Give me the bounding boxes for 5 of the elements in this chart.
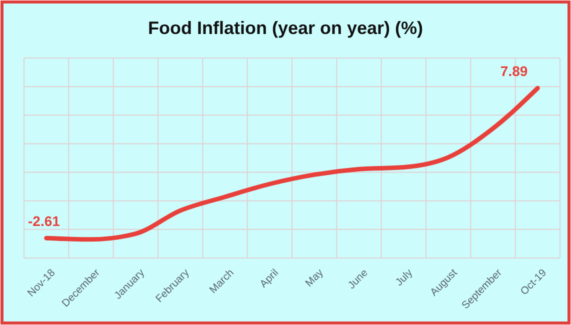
data-label: -2.61 <box>28 213 60 230</box>
x-tick-label: July <box>393 266 416 289</box>
x-tick-label: May <box>303 266 326 290</box>
chart-title: Food Inflation (year on year) (%) <box>148 18 424 38</box>
data-label: 7.89 <box>500 63 528 80</box>
